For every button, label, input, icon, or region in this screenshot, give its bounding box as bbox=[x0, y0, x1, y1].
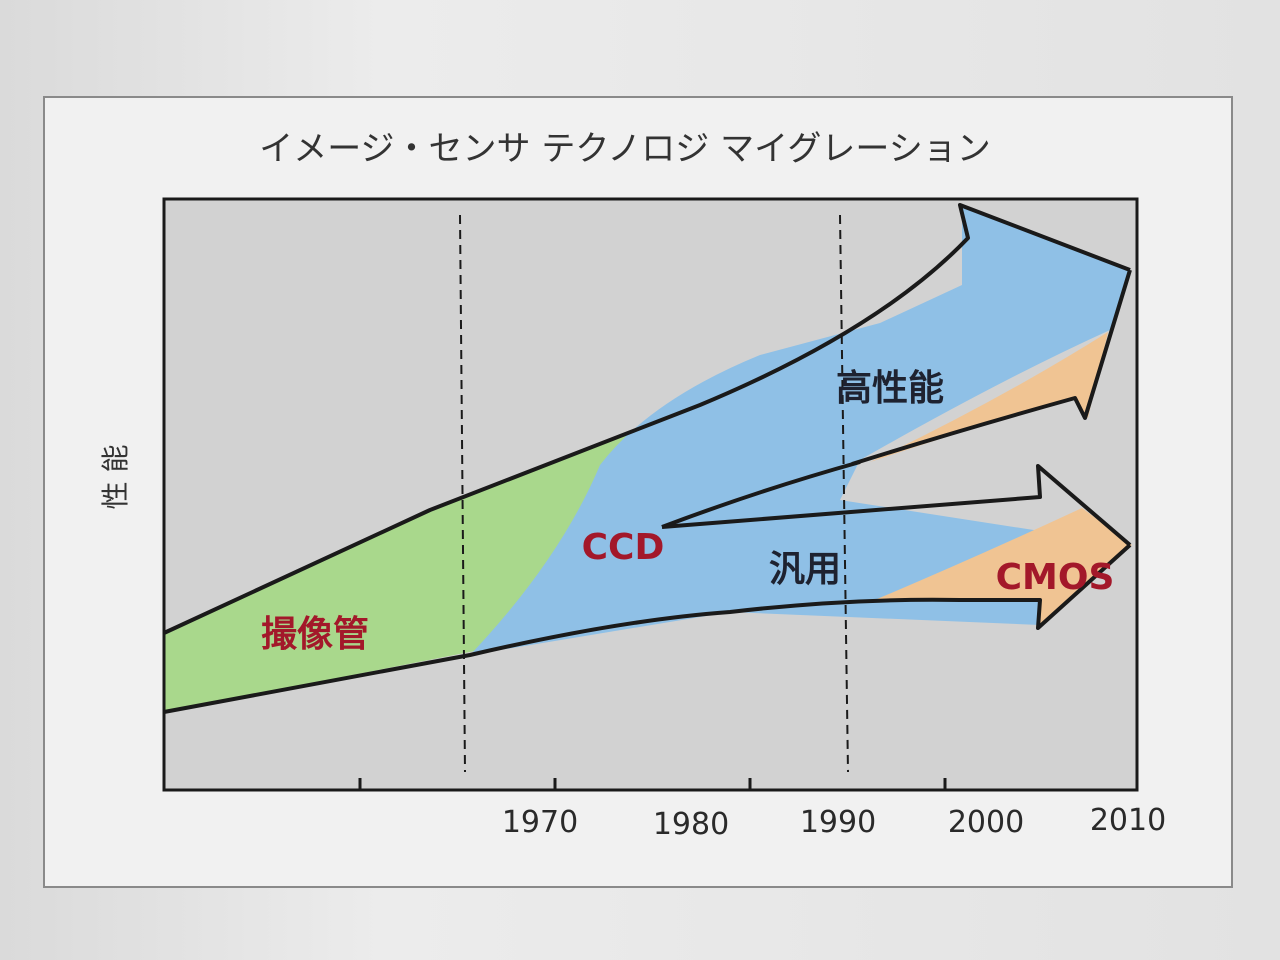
ccd-high-branch bbox=[661, 460, 861, 529]
general-label: 汎用 bbox=[769, 549, 841, 590]
lower-envelope-arrow bbox=[163, 543, 1132, 714]
x-tick-label-1990: 1990 bbox=[800, 805, 876, 840]
general-branch-arrow bbox=[661, 464, 1132, 547]
era-divider-1 bbox=[459, 214, 466, 773]
ccd-region bbox=[470, 205, 1130, 655]
x-tick-label-2000: 2000 bbox=[948, 805, 1024, 840]
tube-region bbox=[164, 325, 900, 712]
cmos-label: CMOS bbox=[996, 557, 1115, 598]
x-tick-label-1970: 1970 bbox=[502, 805, 578, 840]
high-performance-label: 高性能 bbox=[836, 368, 944, 409]
upper-envelope-arrow bbox=[163, 203, 1131, 635]
plot-frame bbox=[162, 197, 1139, 792]
tube-label: 撮像管 bbox=[261, 614, 369, 655]
x-tick-label-2010: 2010 bbox=[1090, 803, 1166, 838]
x-tick-label-1980: 1980 bbox=[653, 807, 729, 842]
cmos-high-region bbox=[870, 332, 1108, 462]
diagram-title: イメージ・センサ テクノロジ マイグレーション bbox=[259, 129, 991, 169]
era-divider-2 bbox=[839, 214, 849, 773]
ccd-label: CCD bbox=[582, 527, 665, 568]
high-performance-arrow bbox=[851, 269, 1132, 466]
y-axis-label: 性 能 bbox=[99, 445, 132, 510]
